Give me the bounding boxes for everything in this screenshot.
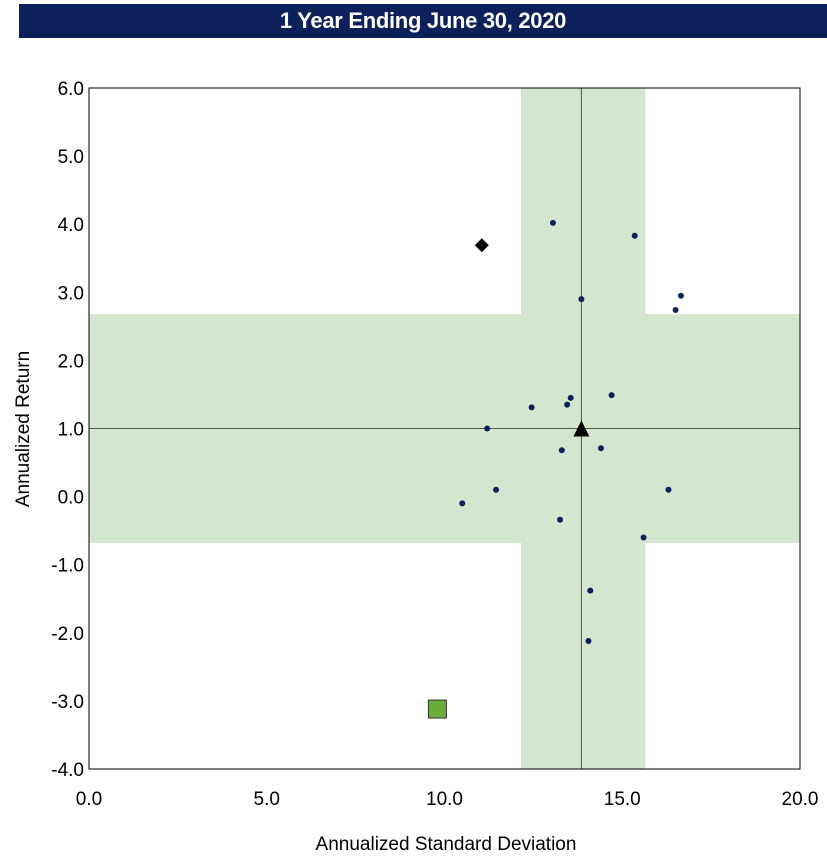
peer-point [631,232,638,239]
x-tick-label: 0.0 [76,789,102,810]
peer-point [677,292,684,299]
peer-point [549,219,556,226]
y-tick-label: 4.0 [58,215,84,236]
peer-point [564,401,571,408]
y-tick-label: 5.0 [58,147,84,168]
x-tick-label: 5.0 [254,789,280,810]
y-tick-label: 1.0 [58,420,84,441]
peer-point [459,500,466,507]
diamond-marker [474,238,489,253]
x-tick-label: 15.0 [604,789,641,810]
y-tick-label: -2.0 [51,624,84,645]
peer-point [665,486,672,493]
y-tick-label: 0.0 [58,488,84,509]
y-tick-label: -3.0 [51,692,84,713]
peer-point [585,637,592,644]
peer-point [672,307,679,314]
y-tick-label: -4.0 [51,760,84,781]
peer-point [567,394,574,401]
peer-point [528,404,535,411]
y-tick-label: 3.0 [58,283,84,304]
x-axis-title: Annualized Standard Deviation [316,834,577,855]
peer-point [587,587,594,594]
y-tick-label: -1.0 [51,556,84,577]
triangle-marker [573,420,590,437]
peer-point [640,534,647,541]
chart-title-bar: 1 Year Ending June 30, 2020 [19,4,827,38]
plot-area-frame [88,87,801,770]
x-tick-label: 20.0 [782,789,819,810]
y-tick-label: 6.0 [58,79,84,100]
chart-title: 1 Year Ending June 30, 2020 [279,8,567,33]
x-tick-label: 10.0 [426,789,463,810]
peer-point [578,296,585,303]
y-tick-label: 2.0 [58,351,84,372]
peer-point [597,445,604,452]
peer-point [557,516,564,523]
y-axis-title: Annualized Return [13,351,34,507]
peer-point [493,486,500,493]
peer-point [484,425,491,432]
peer-point [558,447,565,454]
square-marker [427,699,447,719]
peer-point [608,392,615,399]
